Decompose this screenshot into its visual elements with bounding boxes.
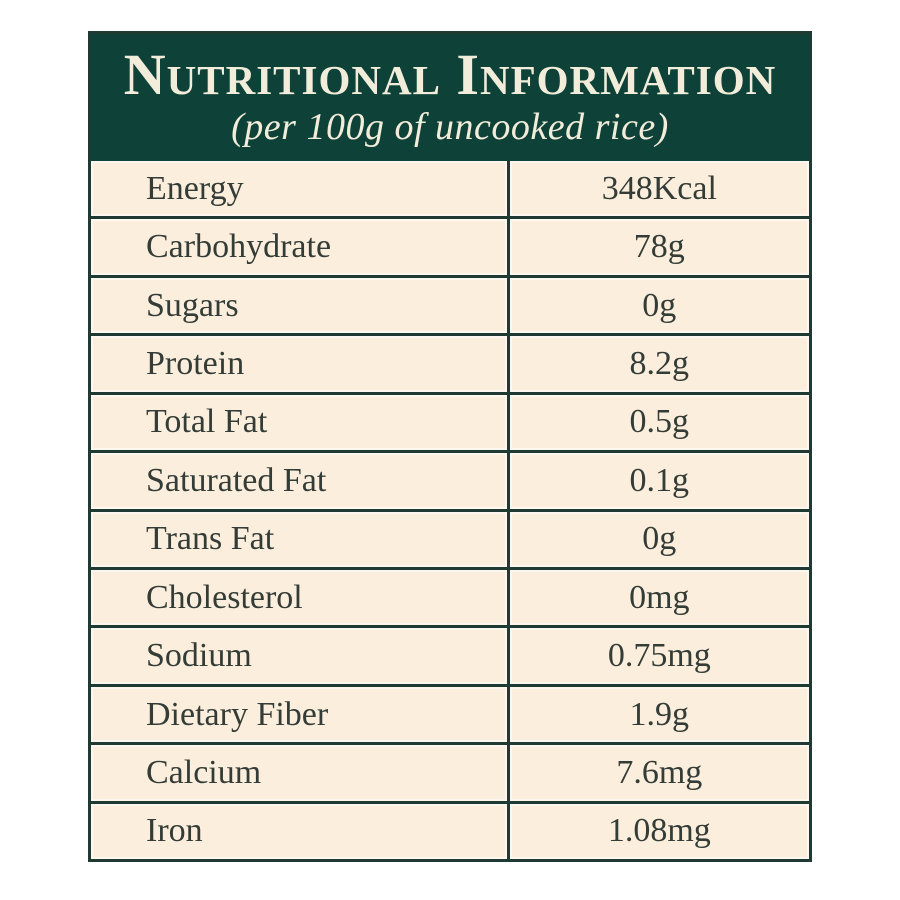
nutrient-value-cell: 0.1g xyxy=(510,453,809,508)
nutrient-name-cell: Total Fat xyxy=(91,394,510,451)
table-row: Total Fat 0.5g xyxy=(91,391,809,451)
table-row: Cholesterol 0mg xyxy=(91,566,809,626)
table-row: Sodium 0.75mg xyxy=(91,625,809,684)
label-subtitle: (per 100g of uncooked rice) xyxy=(231,106,669,149)
nutrient-value-cell: 1.9g xyxy=(510,687,809,742)
nutrient-name-cell: Calcium xyxy=(91,745,510,801)
table-row: Energy 348Kcal xyxy=(91,161,809,217)
nutrient-value-cell: 0.5g xyxy=(510,395,809,450)
nutrient-value-cell: 0.75mg xyxy=(510,628,809,683)
table-row: Trans Fat 0g xyxy=(91,508,809,567)
nutrition-label: Nutritional Information (per 100g of unc… xyxy=(88,31,812,862)
nutrient-name-cell: Energy xyxy=(91,161,510,217)
label-title: Nutritional Information xyxy=(123,42,777,108)
table-row: Calcium 7.6mg xyxy=(91,742,809,801)
nutrient-name-cell: Dietary Fiber xyxy=(91,686,510,743)
label-header: Nutritional Information (per 100g of unc… xyxy=(91,34,809,161)
nutrient-name-cell: Saturated Fat xyxy=(91,453,510,509)
table-row: Carbohydrate 78g xyxy=(91,216,809,275)
nutrient-value-cell: 78g xyxy=(510,219,809,274)
nutrient-value-cell: 0g xyxy=(510,278,809,333)
nutrient-name-cell: Protein xyxy=(91,336,510,392)
nutrition-table: Energy 348Kcal Carbohydrate 78g Sugars 0… xyxy=(91,161,809,860)
table-row: Protein 8.2g xyxy=(91,333,809,392)
nutrient-value-cell: 1.08mg xyxy=(510,804,809,859)
nutrient-value-cell: 0g xyxy=(510,512,809,567)
nutrient-name-cell: Sugars xyxy=(91,277,510,334)
nutrient-name-cell: Sodium xyxy=(91,628,510,684)
table-row: Sugars 0g xyxy=(91,274,809,334)
nutrient-value-cell: 8.2g xyxy=(510,336,809,391)
nutrient-name-cell: Cholesterol xyxy=(91,569,510,626)
table-row: Saturated Fat 0.1g xyxy=(91,450,809,509)
nutrient-name-cell: Carbohydrate xyxy=(91,219,510,275)
nutrient-value-cell: 7.6mg xyxy=(510,745,809,800)
table-row: Iron 1.08mg xyxy=(91,800,809,860)
table-row: Dietary Fiber 1.9g xyxy=(91,683,809,743)
nutrient-name-cell: Iron xyxy=(91,803,510,860)
nutrient-value-cell: 0mg xyxy=(510,570,809,625)
nutrient-name-cell: Trans Fat xyxy=(91,511,510,567)
nutrient-value-cell: 348Kcal xyxy=(510,161,809,216)
